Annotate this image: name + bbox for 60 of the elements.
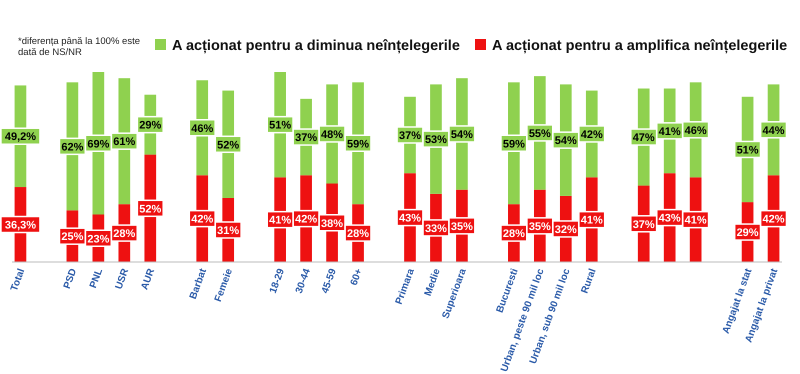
data-label: 41% — [658, 126, 681, 138]
data-label: 46% — [191, 122, 214, 135]
data-label: 42% — [295, 214, 318, 226]
x-tick-label: PSD — [62, 267, 80, 290]
data-label: 32% — [554, 224, 578, 236]
x-tick-label: 60+ — [348, 267, 365, 287]
x-tick-label: Total — [9, 267, 28, 293]
x-tick-label: 45-59 — [320, 266, 340, 296]
x-tick-label: Medie — [422, 266, 443, 298]
x-tick-label: AUR — [139, 266, 158, 292]
x-tick-label: 30-44 — [294, 266, 314, 296]
x-tick-label: Rural — [580, 267, 599, 296]
data-label: 28% — [113, 228, 136, 240]
data-label: 42% — [762, 214, 785, 226]
text: *diferența până la 100% este dată de NS/NR — [18, 36, 140, 58]
data-label: 52% — [139, 203, 162, 216]
data-label: 28% — [347, 228, 370, 240]
data-label: 31% — [217, 224, 240, 237]
legend-label: A acționat pentru a diminua neînțelegerile — [172, 38, 460, 54]
data-label: 41% — [269, 214, 292, 227]
data-label: 51% — [736, 144, 759, 156]
x-tick-label: PNL — [88, 267, 106, 290]
data-label: 52% — [217, 139, 240, 152]
data-label: 33% — [424, 222, 448, 235]
data-label: 36,3% — [4, 220, 36, 232]
data-label: 43% — [398, 212, 422, 225]
data-label: 44% — [762, 124, 785, 137]
data-label: 35% — [450, 220, 474, 233]
data-label: 51% — [269, 120, 292, 132]
data-label: 41% — [580, 214, 603, 227]
data-label: 59% — [502, 138, 526, 150]
data-label: 55% — [528, 128, 552, 140]
data-label: 29% — [139, 120, 162, 132]
x-tick-label: USR — [114, 266, 132, 291]
data-label: 53% — [424, 134, 448, 146]
data-label: 59% — [347, 138, 370, 150]
data-label: 69% — [87, 138, 110, 150]
data-label: 37% — [632, 218, 655, 231]
data-label: 37% — [398, 130, 422, 142]
data-label: 38% — [321, 218, 344, 230]
data-label: 62% — [61, 141, 84, 154]
data-label: 49,2% — [4, 131, 36, 144]
data-label: 46% — [684, 124, 707, 137]
data-label: 37% — [295, 132, 318, 144]
data-label: 29% — [736, 227, 759, 240]
data-label: 35% — [528, 220, 552, 233]
data-label: 41% — [684, 214, 707, 227]
data-label: 61% — [113, 136, 136, 148]
data-label: 54% — [554, 135, 578, 148]
data-label: 48% — [321, 128, 344, 141]
data-label: 42% — [191, 214, 214, 226]
data-label: 43% — [658, 212, 681, 225]
data-label: 23% — [87, 233, 110, 246]
data-label: 28% — [502, 228, 526, 240]
x-tick-label: 18-29 — [268, 266, 288, 296]
data-label: 42% — [580, 128, 603, 141]
data-label: 54% — [450, 128, 474, 141]
legend-label: A acționat pentru a amplifica neînțelegerile — [492, 38, 788, 54]
data-label: 47% — [632, 132, 655, 144]
data-label: 25% — [61, 231, 84, 244]
